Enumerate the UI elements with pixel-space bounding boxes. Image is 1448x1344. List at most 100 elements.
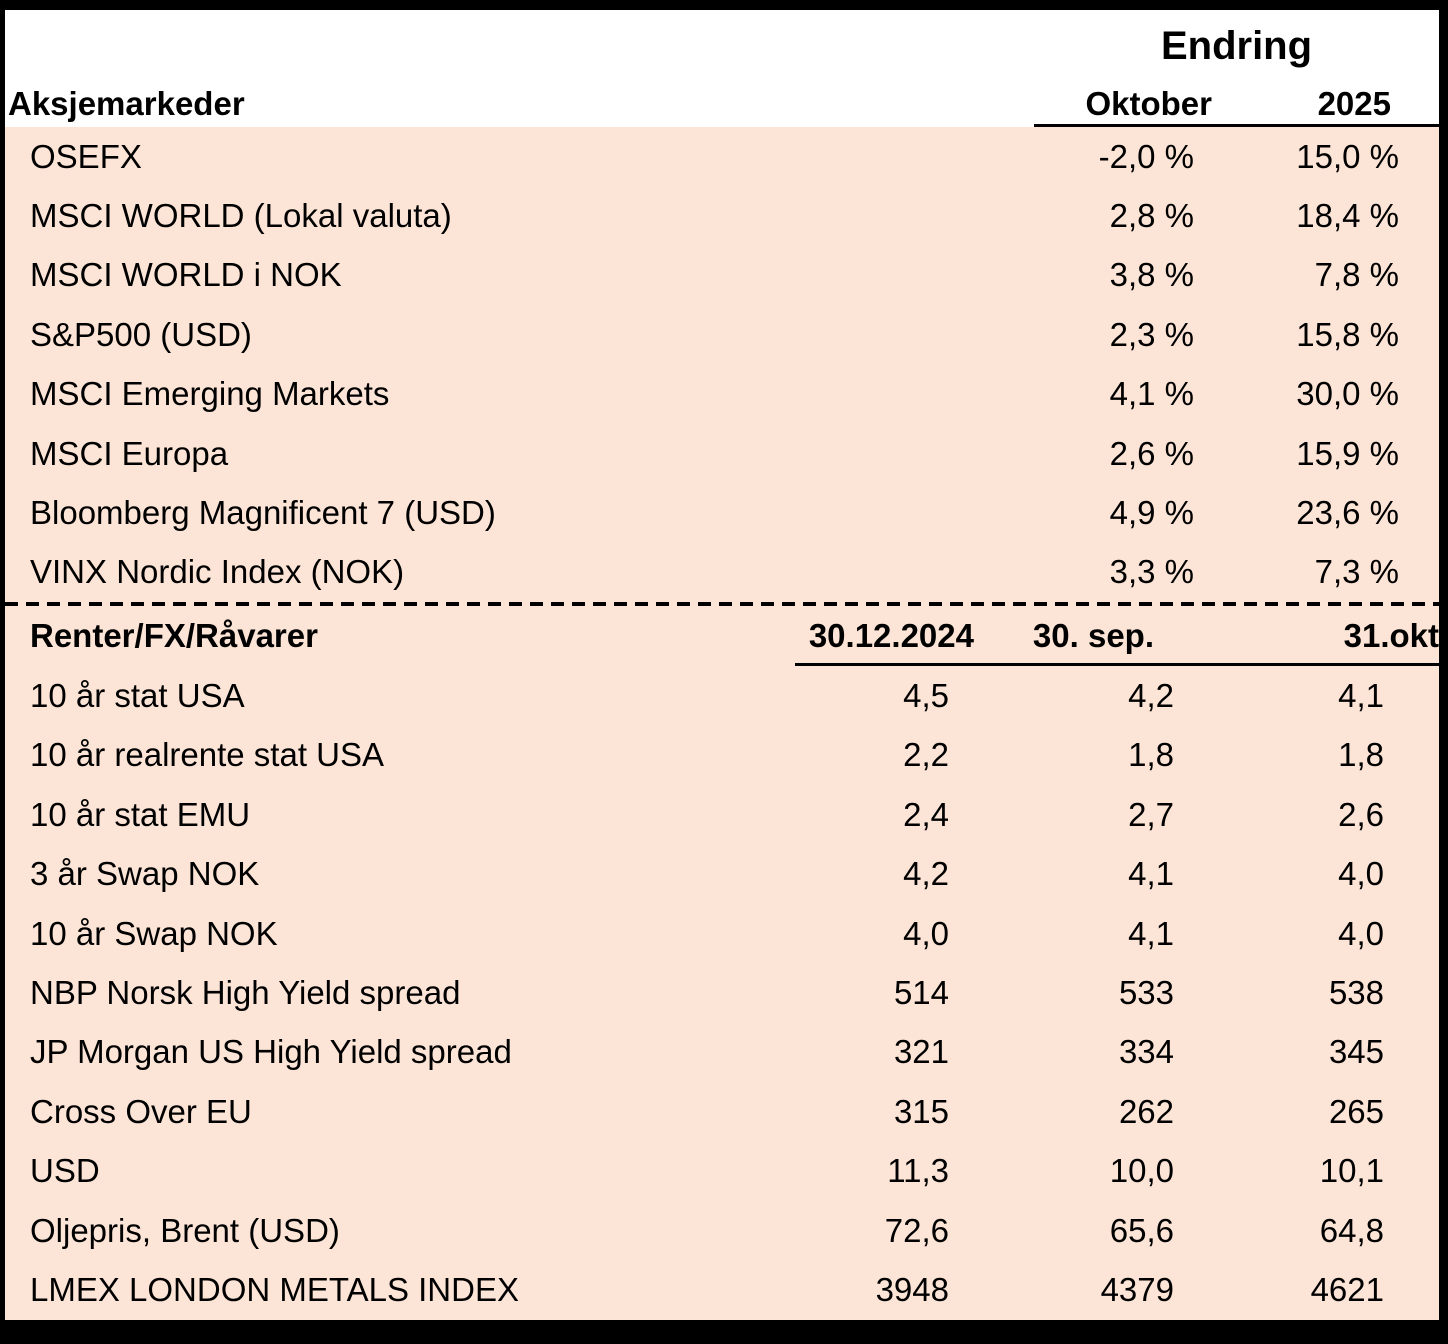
equities-column-header-row: Aksjemarkeder Oktober 2025: [5, 70, 1439, 127]
table-row: 10 år stat USA 4,5 4,2 4,1: [5, 666, 1439, 725]
table-row: MSCI WORLD (Lokal valuta) 2,8 % 18,4 %: [5, 186, 1439, 245]
table-row: MSCI WORLD i NOK 3,8 % 7,8 %: [5, 246, 1439, 305]
column-header-30sep: 30. sep.: [1032, 617, 1154, 655]
row-label: Bloomberg Magnificent 7 (USD): [30, 494, 496, 532]
value-30122024: 4,5: [903, 676, 949, 714]
value-30122024: 2,4: [903, 795, 949, 833]
table-row: USD 11,3 10,0 10,1: [5, 1142, 1439, 1201]
value-30122024: 3948: [875, 1271, 949, 1309]
value-2025: 23,6 %: [1296, 494, 1399, 532]
header-underline: [1034, 124, 1439, 127]
value-2025: 30,0 %: [1296, 375, 1399, 413]
table-row: S&P500 (USD) 2,3 % 15,8 %: [5, 305, 1439, 364]
value-31okt: 538: [1328, 974, 1384, 1012]
value-2025: 15,8 %: [1296, 315, 1399, 353]
equities-header-band: Endring Aksjemarkeder Oktober 2025: [5, 10, 1439, 127]
table-row: Bloomberg Magnificent 7 (USD) 4,9 % 23,6…: [5, 483, 1439, 542]
value-oktober: 4,9 %: [1109, 494, 1194, 532]
value-31okt: 345: [1328, 1033, 1384, 1071]
table-row: 3 år Swap NOK 4,2 4,1 4,0: [5, 844, 1439, 903]
header-underline: [795, 663, 1439, 667]
value-oktober: 2,8 %: [1109, 197, 1194, 235]
row-label: MSCI WORLD i NOK: [30, 256, 342, 294]
value-31okt: 265: [1328, 1092, 1384, 1130]
rates-header-row: Renter/FX/Råvarer 30.12.2024 30. sep. 31…: [5, 606, 1439, 667]
value-oktober: 4,1 %: [1109, 375, 1194, 413]
row-label: 10 år stat USA: [30, 676, 245, 714]
table-row: 10 år Swap NOK 4,0 4,1 4,0: [5, 904, 1439, 963]
spacer: [5, 10, 1034, 70]
row-label: MSCI Europa: [30, 434, 229, 472]
section-equities: OSEFX -2,0 % 15,0 % MSCI WORLD (Lokal va…: [5, 127, 1439, 602]
table-row: Cross Over EU 315 262 265: [5, 1082, 1439, 1141]
section-title-rates: Renter/FX/Råvarer: [30, 617, 318, 655]
section-rates: 10 år stat USA 4,5 4,2 4,1 10 år realren…: [5, 666, 1439, 1320]
row-label: LMEX LONDON METALS INDEX: [30, 1271, 519, 1309]
row-label: 10 år stat EMU: [30, 795, 251, 833]
value-30sep: 10,0: [1109, 1152, 1174, 1190]
value-30122024: 4,2: [903, 855, 949, 893]
value-30122024: 4,0: [903, 914, 949, 952]
value-31okt: 4,0: [1338, 914, 1384, 952]
row-label: JP Morgan US High Yield spread: [30, 1033, 512, 1071]
row-label: Cross Over EU: [30, 1092, 252, 1130]
row-label: 10 år Swap NOK: [30, 914, 278, 952]
value-31okt: 4621: [1310, 1271, 1384, 1309]
value-30sep: 262: [1118, 1092, 1174, 1130]
table-row: 10 år stat EMU 2,4 2,7 2,6: [5, 785, 1439, 844]
row-label: NBP Norsk High Yield spread: [30, 974, 461, 1012]
row-label: MSCI WORLD (Lokal valuta): [30, 197, 452, 235]
table-row: LMEX LONDON METALS INDEX 3948 4379 4621: [5, 1261, 1439, 1320]
row-label: 3 år Swap NOK: [30, 855, 260, 893]
value-30122024: 2,2: [903, 736, 949, 774]
value-oktober: -2,0 %: [1098, 137, 1194, 175]
table-row: NBP Norsk High Yield spread 514 533 538: [5, 963, 1439, 1022]
value-30sep: 2,7: [1128, 795, 1174, 833]
value-2025: 18,4 %: [1296, 197, 1399, 235]
value-30sep: 334: [1118, 1033, 1174, 1071]
value-30sep: 4,1: [1128, 914, 1174, 952]
column-header-2025: 2025: [1317, 85, 1391, 122]
value-30122024: 11,3: [887, 1152, 949, 1190]
group-header-row: Endring: [5, 10, 1439, 70]
table-row: JP Morgan US High Yield spread 321 334 3…: [5, 1023, 1439, 1082]
row-label: MSCI Emerging Markets: [30, 375, 390, 413]
value-30sep: 4379: [1100, 1271, 1174, 1309]
value-2025: 15,0 %: [1296, 137, 1399, 175]
row-label: OSEFX: [30, 137, 142, 175]
row-label: S&P500 (USD): [30, 315, 252, 353]
row-label: 10 år realrente stat USA: [30, 736, 385, 774]
table-row: OSEFX -2,0 % 15,0 %: [5, 127, 1439, 186]
value-2025: 7,3 %: [1314, 553, 1399, 591]
row-label: USD: [30, 1152, 100, 1190]
table-row: MSCI Europa 2,6 % 15,9 %: [5, 424, 1439, 483]
table-row: 10 år realrente stat USA 2,2 1,8 1,8: [5, 726, 1439, 785]
value-31okt: 4,0: [1338, 855, 1384, 893]
value-oktober: 2,3 %: [1109, 315, 1194, 353]
value-30sep: 65,6: [1109, 1211, 1174, 1249]
value-30sep: 4,2: [1128, 676, 1174, 714]
value-2025: 15,9 %: [1296, 434, 1399, 472]
value-oktober: 3,8 %: [1109, 256, 1194, 294]
value-31okt: 4,1: [1338, 676, 1384, 714]
table-row: MSCI Emerging Markets 4,1 % 30,0 %: [5, 365, 1439, 424]
value-30sep: 4,1: [1128, 855, 1174, 893]
row-label: VINX Nordic Index (NOK): [30, 553, 405, 591]
value-31okt: 1,8: [1338, 736, 1384, 774]
value-31okt: 64,8: [1319, 1211, 1384, 1249]
market-table: Endring Aksjemarkeder Oktober 2025 OSEFX…: [5, 10, 1439, 1320]
dashed-divider: [5, 602, 1439, 607]
value-30122024: 514: [893, 974, 949, 1012]
value-30122024: 321: [893, 1033, 949, 1071]
group-header-endring: Endring: [1160, 23, 1313, 68]
value-oktober: 2,6 %: [1109, 434, 1194, 472]
value-31okt: 2,6: [1338, 795, 1384, 833]
table-row: Oljepris, Brent (USD) 72,6 65,6 64,8: [5, 1201, 1439, 1260]
section-title-equities: Aksjemarkeder: [8, 85, 245, 122]
value-oktober: 3,3 %: [1109, 553, 1194, 591]
value-31okt: 10,1: [1319, 1152, 1384, 1190]
column-header-31okt: 31.okt: [1343, 617, 1439, 655]
value-30122024: 72,6: [884, 1211, 949, 1249]
value-30122024: 315: [893, 1092, 949, 1130]
